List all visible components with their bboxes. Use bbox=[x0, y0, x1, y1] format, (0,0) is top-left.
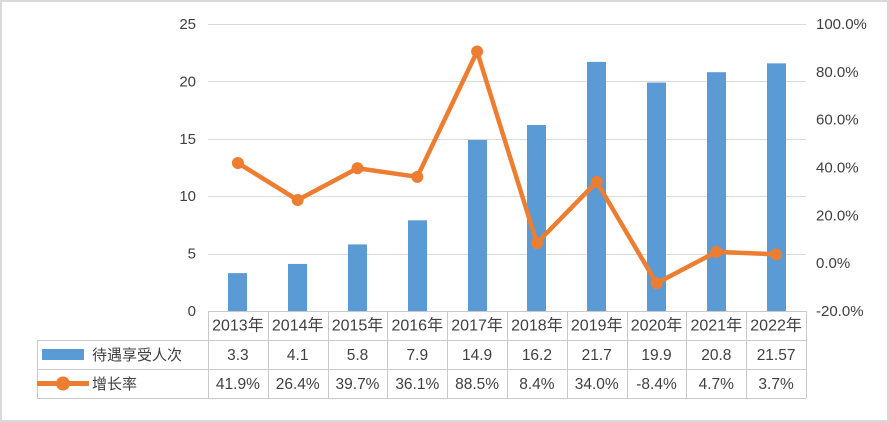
bar bbox=[468, 139, 487, 311]
growth-marker bbox=[471, 45, 484, 58]
bar bbox=[707, 72, 726, 311]
table-value-bar-series: 5.8 bbox=[347, 347, 369, 364]
x-axis-label: 2015年 bbox=[332, 317, 384, 335]
bar bbox=[288, 263, 307, 311]
right-axis-tick-label: 60.0% bbox=[816, 112, 859, 129]
x-axis-label: 2016年 bbox=[391, 317, 443, 335]
growth-marker bbox=[351, 162, 364, 175]
table-value-bar-series: 3.3 bbox=[227, 347, 249, 364]
table-value-bar-series: 19.9 bbox=[641, 347, 671, 364]
table-value-line-series: 8.4% bbox=[519, 376, 555, 393]
x-axis-label: 2021年 bbox=[690, 317, 742, 335]
x-axis-label: 2020年 bbox=[631, 317, 683, 335]
growth-marker bbox=[590, 175, 603, 188]
right-axis-tick-label: 20.0% bbox=[816, 207, 859, 224]
right-axis-tick-label: 40.0% bbox=[816, 160, 859, 177]
growth-marker bbox=[411, 170, 424, 183]
growth-marker bbox=[530, 237, 543, 250]
left-axis-tick-label: 5 bbox=[188, 246, 196, 263]
bar bbox=[348, 244, 367, 311]
growth-line bbox=[235, 49, 779, 286]
right-axis-tick-label: 80.0% bbox=[816, 64, 859, 81]
bar bbox=[408, 220, 427, 311]
x-axis-label: 2014年 bbox=[272, 317, 324, 335]
left-axis-tick-label: 0 bbox=[188, 303, 196, 320]
table-value-line-series: 88.5% bbox=[455, 376, 499, 393]
right-axis-tick-label: -20.0% bbox=[816, 303, 864, 320]
x-axis-label: 2017年 bbox=[451, 317, 503, 335]
x-axis-label: 2019年 bbox=[571, 317, 623, 335]
legend-bar-swatch bbox=[42, 349, 84, 360]
table-value-bar-series: 4.1 bbox=[287, 347, 309, 364]
left-axis-tick-label: 20 bbox=[179, 73, 196, 90]
x-axis-label: 2018年 bbox=[511, 317, 563, 335]
table-value-line-series: 41.9% bbox=[216, 376, 260, 393]
right-axis-tick-label: 0.0% bbox=[816, 255, 850, 272]
legend-label-bar-series: 待遇享受人次 bbox=[92, 347, 182, 364]
growth-marker bbox=[650, 277, 663, 290]
growth-marker bbox=[291, 194, 304, 207]
legend-label-line-series: 增长率 bbox=[92, 376, 137, 393]
table-value-bar-series: 16.2 bbox=[522, 347, 552, 364]
bar bbox=[527, 125, 546, 311]
table-value-line-series: 4.7% bbox=[699, 376, 735, 393]
left-axis-tick-label: 25 bbox=[179, 16, 196, 33]
right-axis-tick-label: 100.0% bbox=[816, 16, 867, 33]
table-value-bar-series: 21.7 bbox=[582, 347, 612, 364]
table-value-line-series: 3.7% bbox=[758, 376, 794, 393]
growth-marker bbox=[231, 156, 244, 169]
table-value-line-series: 36.1% bbox=[395, 376, 439, 393]
legend-line-marker bbox=[56, 376, 70, 391]
table-value-bar-series: 14.9 bbox=[462, 347, 492, 364]
bar bbox=[228, 273, 247, 311]
table-value-line-series: -8.4% bbox=[636, 376, 677, 393]
growth-marker bbox=[710, 245, 723, 258]
table-value-line-series: 39.7% bbox=[336, 376, 380, 393]
x-axis-label: 2013年 bbox=[212, 317, 264, 335]
growth-marker bbox=[770, 248, 783, 261]
bar bbox=[767, 63, 786, 311]
left-axis-tick-label: 10 bbox=[179, 188, 196, 205]
table-value-bar-series: 7.9 bbox=[407, 347, 429, 364]
table-value-line-series: 26.4% bbox=[276, 376, 320, 393]
table-value-bar-series: 21.57 bbox=[757, 347, 796, 364]
left-axis-tick-label: 15 bbox=[179, 131, 196, 148]
bar bbox=[647, 82, 666, 311]
x-axis-label: 2022年 bbox=[750, 317, 802, 335]
table-value-bar-series: 20.8 bbox=[701, 347, 731, 364]
table-value-line-series: 34.0% bbox=[575, 376, 619, 393]
